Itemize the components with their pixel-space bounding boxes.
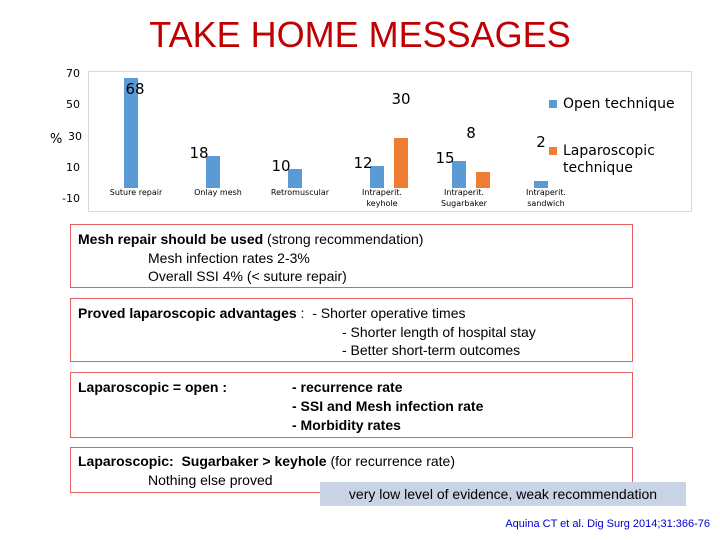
y-axis-label: % bbox=[50, 131, 63, 147]
category-label: Retromuscular bbox=[260, 187, 340, 198]
nothing-else-text: Nothing else proved bbox=[148, 472, 273, 488]
legend-swatch-open bbox=[549, 100, 557, 108]
bar-open bbox=[206, 156, 220, 188]
sugarbaker-heading: Laparoscopic: Sugarbaker > keyhole bbox=[78, 453, 327, 469]
lap-advantages-line1: Proved laparoscopic advantages : - Short… bbox=[78, 304, 466, 323]
data-label: 10 bbox=[271, 156, 291, 175]
legend-swatch-laparoscopic bbox=[549, 147, 557, 155]
category-label-line: Intraperit. bbox=[362, 188, 402, 197]
category-label: Intraperit. sandwich bbox=[506, 187, 586, 209]
mesh-repair-line1: Mesh repair should be used (strong recom… bbox=[78, 230, 423, 249]
equal-item-1: - recurrence rate bbox=[292, 379, 403, 395]
category-label-line: sandwich bbox=[527, 199, 565, 208]
lap-advantages-box bbox=[70, 298, 633, 362]
data-label: 8 bbox=[466, 123, 476, 142]
category-label-line: Retromuscular bbox=[270, 188, 330, 197]
data-label: 18 bbox=[189, 144, 209, 163]
y-tick-label: 70 bbox=[66, 67, 80, 80]
data-label: 2 bbox=[536, 133, 546, 152]
y-tick-label: 30 bbox=[68, 129, 82, 143]
evidence-note: very low level of evidence, weak recomme… bbox=[320, 482, 686, 506]
chart-frame bbox=[88, 71, 692, 212]
bar-open bbox=[124, 78, 138, 188]
lap-equals-open-box bbox=[70, 372, 633, 438]
category-label-line: Sugarbaker bbox=[441, 199, 487, 208]
y-tick-label: 10 bbox=[66, 160, 80, 174]
mesh-infection-text: Mesh infection rates 2-3% bbox=[148, 250, 310, 266]
legend-label-laparoscopic: Laparoscopic technique bbox=[563, 143, 655, 176]
slide-title: TAKE HOME MESSAGES bbox=[149, 14, 571, 55]
equal-item-3: - Morbidity rates bbox=[292, 417, 401, 433]
sugarbaker-detail: (for recurrence rate) bbox=[326, 453, 455, 469]
advantage-item-1: - Shorter operative times bbox=[312, 305, 466, 321]
bar-open bbox=[288, 168, 302, 188]
lap-advantages-heading: Proved laparoscopic advantages bbox=[78, 305, 297, 321]
legend-label-open: Open technique bbox=[563, 96, 675, 112]
y-tick-label: 50 bbox=[66, 98, 80, 112]
category-label: Suture repair bbox=[96, 187, 176, 198]
mesh-repair-strength: (strong recommendation) bbox=[263, 231, 424, 247]
category-label-line: Onlay mesh bbox=[194, 188, 242, 197]
advantage-item-2: - Shorter length of hospital stay bbox=[342, 324, 536, 340]
advantage-item-3: - Better short-term outcomes bbox=[342, 342, 521, 358]
bar-open bbox=[534, 181, 548, 188]
mesh-repair-heading: Mesh repair should be used bbox=[78, 231, 264, 247]
data-label: 30 bbox=[391, 89, 411, 108]
category-label-line: Intraperit. bbox=[444, 188, 484, 197]
overall-ssi-text: Overall SSI 4% (< suture repair) bbox=[148, 268, 347, 284]
category-label: Intraperit. keyhole bbox=[342, 187, 422, 209]
data-label: 12 bbox=[353, 153, 373, 172]
data-label: 15 bbox=[435, 148, 455, 167]
equal-item-2: - SSI and Mesh infection rate bbox=[292, 398, 484, 414]
bar-laparoscopic bbox=[394, 137, 408, 188]
category-label-line: Intraperit. bbox=[526, 188, 566, 197]
sugarbaker-line1: Laparoscopic: Sugarbaker > keyhole (for … bbox=[78, 452, 455, 471]
category-label-line: Suture repair bbox=[109, 188, 163, 197]
mesh-repair-box bbox=[70, 224, 633, 288]
bar-laparoscopic bbox=[476, 171, 490, 188]
lap-advantages-sep: : bbox=[296, 305, 313, 321]
category-label: Onlay mesh bbox=[178, 187, 258, 198]
category-label-line: keyhole bbox=[366, 199, 398, 208]
bar-open bbox=[452, 160, 466, 188]
y-tick-label: -10 bbox=[62, 192, 80, 205]
data-label: 68 bbox=[125, 80, 145, 98]
category-label: Intraperit. Sugarbaker bbox=[424, 187, 504, 209]
lap-equals-open-heading: Laparoscopic = open : bbox=[78, 379, 227, 395]
bar-open bbox=[370, 165, 384, 188]
citation: Aquina CT et al. Dig Surg 2014;31:366-76 bbox=[505, 518, 710, 530]
